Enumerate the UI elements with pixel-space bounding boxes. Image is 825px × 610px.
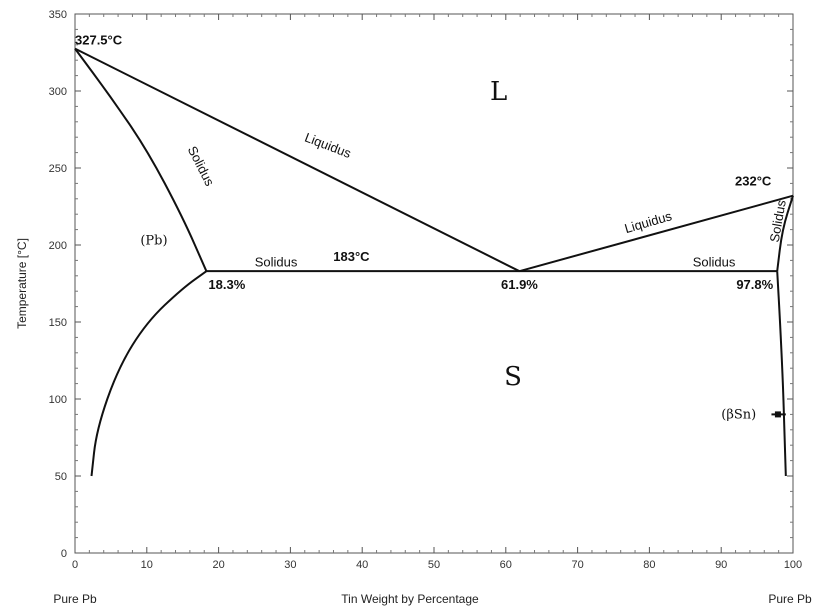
melting-point-pb-label: 327.5°C [75,33,123,48]
composition-61-9-label: 61.9% [501,277,538,292]
x-tick-label: 80 [643,559,655,571]
liquidus-label-right: Liquidus [623,208,674,236]
pb-phase-label: (Pb) [140,233,167,248]
melting-point-sn-label: 232°C [735,174,772,189]
y-tick-label: 250 [49,163,67,175]
solidus-curve [74,48,208,272]
x-end-label-left: Pure Pb [53,592,97,606]
liquidus-curve [519,194,794,273]
y-axis-title: Temperature [°C] [15,238,29,329]
solidus-label-mid-left: Solidus [255,255,298,270]
x-tick-label: 60 [500,559,512,571]
composition-18-3-label: 18.3% [208,277,245,292]
x-tick-label: 30 [284,559,296,571]
liquidus-curve [74,47,520,273]
solidus-curve [776,195,794,272]
liquidus-label-left: Liquidus [303,130,354,162]
solidus-label-right: Solidus [767,198,789,243]
solidus-label-left: Solidus [185,144,218,189]
solvus-curve [776,271,787,477]
beta-sn-phase-label: (βSn) [721,407,756,422]
eutectic-temperature-label: 183°C [333,249,370,264]
beta-sn-marker-dot [774,411,781,418]
x-tick-label: 70 [571,559,583,571]
x-axis-title: Tin Weight by Percentage [341,592,479,606]
x-tick-label: 90 [715,559,727,571]
x-tick-label: 40 [356,559,368,571]
x-tick-label: 20 [212,559,224,571]
y-tick-label: 350 [49,9,67,21]
y-tick-label: 50 [55,471,67,483]
x-tick-label: 10 [141,559,153,571]
x-tick-label: 0 [72,559,78,571]
x-tick-label: 50 [428,559,440,571]
y-tick-label: 300 [49,86,67,98]
y-tick-label: 0 [61,548,67,560]
y-tick-label: 100 [49,394,67,406]
plot-frame [74,13,794,554]
y-tick-label: 150 [49,317,67,329]
composition-97-8-label: 97.8% [736,277,773,292]
solvus-curve [90,270,207,477]
x-end-label-right: Pure Pb [768,592,812,606]
liquid-region-label: L [490,77,507,107]
x-tick-label: 100 [784,559,802,571]
solidus-label-mid-right: Solidus [693,255,736,270]
solid-region-label: S [504,362,522,392]
y-tick-label: 200 [49,240,67,252]
